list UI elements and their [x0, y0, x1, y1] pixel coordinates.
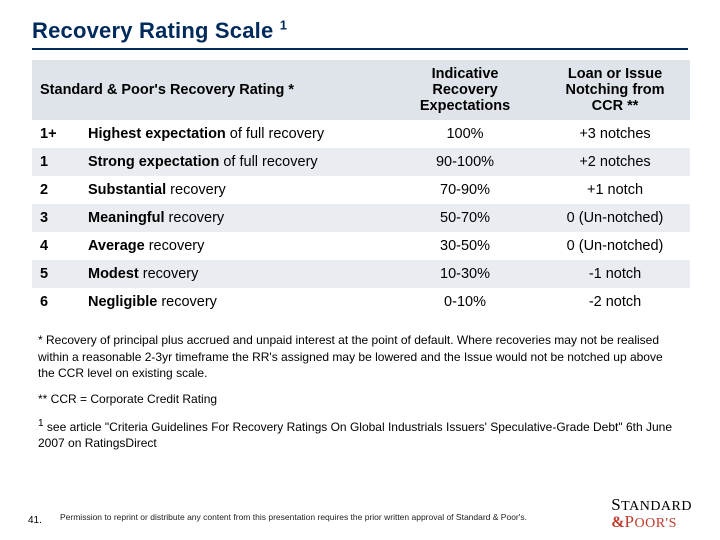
notch-value: +3 notches: [540, 120, 690, 148]
header-indicative-l1: Indicative: [432, 66, 499, 82]
header-indicative-l3: Expectations: [420, 98, 510, 114]
title-text: Recovery Rating Scale: [32, 18, 273, 43]
table-row: 1Strong expectation of full recovery90-1…: [32, 148, 690, 176]
rating-code: 6: [32, 288, 80, 316]
page-number: 41.: [28, 515, 42, 526]
rating-desc-rest: recovery: [157, 294, 217, 310]
rating-desc-rest: of full recovery: [226, 126, 324, 142]
indicative-value: 30-50%: [390, 232, 540, 260]
logo-amp: &: [611, 514, 624, 531]
rating-description: Highest expectation of full recovery: [80, 120, 390, 148]
notch-value: +2 notches: [540, 148, 690, 176]
logo-line2-wrap: &POOR'S: [611, 514, 692, 530]
rating-code: 2: [32, 176, 80, 204]
rating-description: Modest recovery: [80, 260, 390, 288]
logo-line2: POOR'S: [625, 512, 677, 531]
notch-value: +1 notch: [540, 176, 690, 204]
header-indicative-l2: Recovery: [432, 82, 497, 98]
indicative-value: 0-10%: [390, 288, 540, 316]
recovery-table: Standard & Poor's Recovery Rating * Indi…: [32, 60, 690, 316]
rating-code: 5: [32, 260, 80, 288]
footnotes: * Recovery of principal plus accrued and…: [32, 332, 688, 451]
indicative-value: 50-70%: [390, 204, 540, 232]
page-title: Recovery Rating Scale 1: [32, 18, 287, 43]
sp-logo: STANDARD &POOR'S: [611, 497, 692, 530]
indicative-value: 90-100%: [390, 148, 540, 176]
indicative-value: 100%: [390, 120, 540, 148]
table-head: Standard & Poor's Recovery Rating * Indi…: [32, 60, 690, 120]
footnote-star: * Recovery of principal plus accrued and…: [38, 332, 682, 381]
permission-text: Permission to reprint or distribute any …: [60, 512, 527, 522]
table-row: 3Meaningful recovery50-70%0 (Un-notched): [32, 204, 690, 232]
header-notch-l1: Loan or Issue: [568, 66, 662, 82]
rating-desc-rest: recovery: [165, 210, 225, 226]
header-row: Standard & Poor's Recovery Rating * Indi…: [32, 60, 690, 120]
rating-description: Average recovery: [80, 232, 390, 260]
notch-value: -1 notch: [540, 260, 690, 288]
rating-desc-strong: Substantial: [88, 182, 166, 198]
indicative-value: 10-30%: [390, 260, 540, 288]
rating-description: Strong expectation of full recovery: [80, 148, 390, 176]
rating-desc-strong: Average: [88, 238, 145, 254]
logo-line2-post: OOR'S: [635, 516, 677, 531]
header-notch-l3: CCR **: [592, 98, 639, 114]
header-rating: Standard & Poor's Recovery Rating *: [32, 60, 390, 120]
title-row: Recovery Rating Scale 1: [32, 18, 688, 50]
logo-line1-pre: S: [611, 495, 621, 514]
rating-desc-strong: Meaningful: [88, 210, 165, 226]
rating-desc-strong: Negligible: [88, 294, 157, 310]
slide: Recovery Rating Scale 1 Standard & Poor'…: [0, 0, 720, 540]
rating-desc-strong: Strong expectation: [88, 154, 219, 170]
rating-description: Meaningful recovery: [80, 204, 390, 232]
rating-desc-strong: Modest: [88, 266, 139, 282]
rating-code: 1: [32, 148, 80, 176]
rating-description: Negligible recovery: [80, 288, 390, 316]
rating-desc-rest: recovery: [145, 238, 205, 254]
footnote-1: 1 see article "Criteria Guidelines For R…: [38, 417, 682, 451]
header-notch-l2: Notching from: [565, 82, 664, 98]
table-row: 6Negligible recovery0-10%-2 notch: [32, 288, 690, 316]
table-row: 1+Highest expectation of full recovery10…: [32, 120, 690, 148]
rating-code: 3: [32, 204, 80, 232]
rating-desc-strong: Highest expectation: [88, 126, 226, 142]
title-superscript: 1: [280, 18, 287, 33]
table-row: 2Substantial recovery70-90%+1 notch: [32, 176, 690, 204]
header-notch: Loan or Issue Notching from CCR **: [540, 60, 690, 120]
indicative-value: 70-90%: [390, 176, 540, 204]
table-row: 4Average recovery30-50%0 (Un-notched): [32, 232, 690, 260]
logo-line2-pre: P: [625, 512, 635, 531]
notch-value: -2 notch: [540, 288, 690, 316]
header-indicative: Indicative Recovery Expectations: [390, 60, 540, 120]
footnote-ccr: ** CCR = Corporate Credit Rating: [38, 391, 682, 407]
rating-desc-rest: recovery: [166, 182, 226, 198]
table-row: 5Modest recovery10-30%-1 notch: [32, 260, 690, 288]
rating-description: Substantial recovery: [80, 176, 390, 204]
notch-value: 0 (Un-notched): [540, 232, 690, 260]
rating-desc-rest: recovery: [139, 266, 199, 282]
rating-code: 4: [32, 232, 80, 260]
notch-value: 0 (Un-notched): [540, 204, 690, 232]
rating-code: 1+: [32, 120, 80, 148]
table-body: 1+Highest expectation of full recovery10…: [32, 120, 690, 316]
footnote-1-text: see article "Criteria Guidelines For Rec…: [38, 420, 672, 450]
rating-desc-rest: of full recovery: [219, 154, 317, 170]
